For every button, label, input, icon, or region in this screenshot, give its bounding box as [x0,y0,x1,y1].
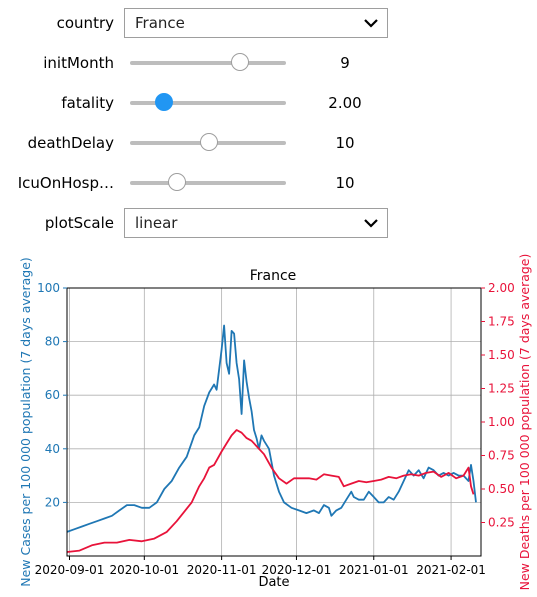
slider-track [130,101,286,105]
cases-series-line [66,324,477,533]
plot-scale-select[interactable]: linear [124,208,388,238]
fatality-row: fatality 2.00 [0,83,537,123]
x-axis: 2020-09-01 2020-10-01 2020-11-01 2020-12-01… [35,556,486,577]
slider-track [130,61,286,65]
x-axis-label: Date [258,575,289,590]
death-delay-slider[interactable] [130,133,286,151]
slider-track [130,181,286,185]
fatality-slider[interactable] [130,93,286,111]
deaths-series-line [66,429,475,553]
y-tick-label: 100 [37,281,60,295]
country-select[interactable]: France [124,8,388,38]
init-month-value: 9 [340,54,350,72]
y-axis-left-label: New Cases per 100 000 population (7 days… [18,257,33,587]
init-month-slider[interactable] [130,53,286,71]
icu-on-hosp-slider[interactable] [130,173,286,191]
chevron-down-icon [364,19,378,28]
country-row: country France [0,3,537,43]
slider-thumb[interactable] [154,93,173,111]
country-select-value: France [135,14,185,32]
y-tick-label: 60 [45,388,60,402]
fatality-label: fatality [61,94,114,112]
covid-chart: France 2020-09-01 2020-10-01 2020-11-01 202… [18,254,532,591]
death-delay-label: deathDelay [27,134,114,152]
y-tick-label: 80 [45,335,60,349]
y-tick-label: 40 [45,442,60,456]
chevron-down-icon [364,219,378,228]
y2-tick-label: 1.75 [488,315,515,329]
chart-series [66,324,477,553]
x-tick-label: 2020-11-01 [187,563,257,577]
slider-thumb[interactable] [200,133,219,151]
slider-thumb[interactable] [231,53,250,71]
x-tick-label: 2021-02-01 [416,563,486,577]
y2-tick-label: 1.50 [488,348,515,362]
y-axis-left: 20 40 60 80 100 [37,281,67,509]
slider-thumb[interactable] [167,173,186,191]
y2-tick-label: 0.25 [488,516,515,530]
icu-on-hosp-label: IcuOnHosp… [17,174,114,192]
fatality-value: 2.00 [328,94,362,112]
x-tick-label: 2020-10-01 [109,563,179,577]
chart-title: France [250,268,297,284]
plot-scale-label: plotScale [44,214,114,232]
y2-tick-label: 1.00 [488,415,515,429]
y2-tick-label: 2.00 [488,281,515,295]
x-tick-label: 2021-01-01 [339,563,409,577]
icu-on-hosp-value: 10 [335,174,355,192]
init-month-row: initMonth 9 [0,43,537,83]
y2-tick-label: 0.50 [488,482,515,496]
x-tick-label: 2020-09-01 [35,563,105,577]
death-delay-value: 10 [335,134,355,152]
y-axis-right: 0.25 0.50 0.75 1.00 1.25 1.50 1.75 2.00 [481,281,515,530]
y2-tick-label: 1.25 [488,382,515,396]
x-tick-label: 2020-12-01 [262,563,332,577]
plot-scale-row: plotScale linear [0,203,537,243]
plot-scale-select-value: linear [135,214,178,232]
death-delay-row: deathDelay 10 [0,123,537,163]
country-label: country [56,14,114,32]
y-tick-label: 20 [45,495,60,509]
init-month-label: initMonth [43,54,114,72]
chart-grid [67,287,481,556]
icu-on-hosp-row: IcuOnHosp… 10 [0,163,537,203]
y-axis-right-label: New Deaths per 100 000 population (7 day… [517,254,532,591]
plot-frame [66,287,482,557]
y2-tick-label: 0.75 [488,449,515,463]
